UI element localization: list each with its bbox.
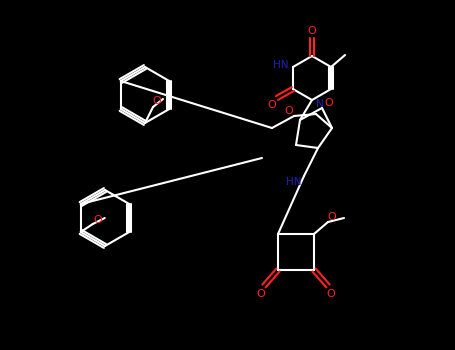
Text: O: O	[285, 106, 293, 116]
Text: O: O	[308, 26, 316, 36]
Text: N: N	[316, 99, 324, 109]
Text: O: O	[324, 98, 334, 108]
Text: O: O	[93, 215, 102, 225]
Text: HN: HN	[286, 177, 302, 187]
Text: O: O	[152, 96, 162, 106]
Text: HN: HN	[273, 60, 288, 70]
Text: O: O	[328, 212, 336, 222]
Text: O: O	[257, 289, 265, 299]
Text: O: O	[327, 289, 335, 299]
Text: O: O	[268, 100, 276, 110]
